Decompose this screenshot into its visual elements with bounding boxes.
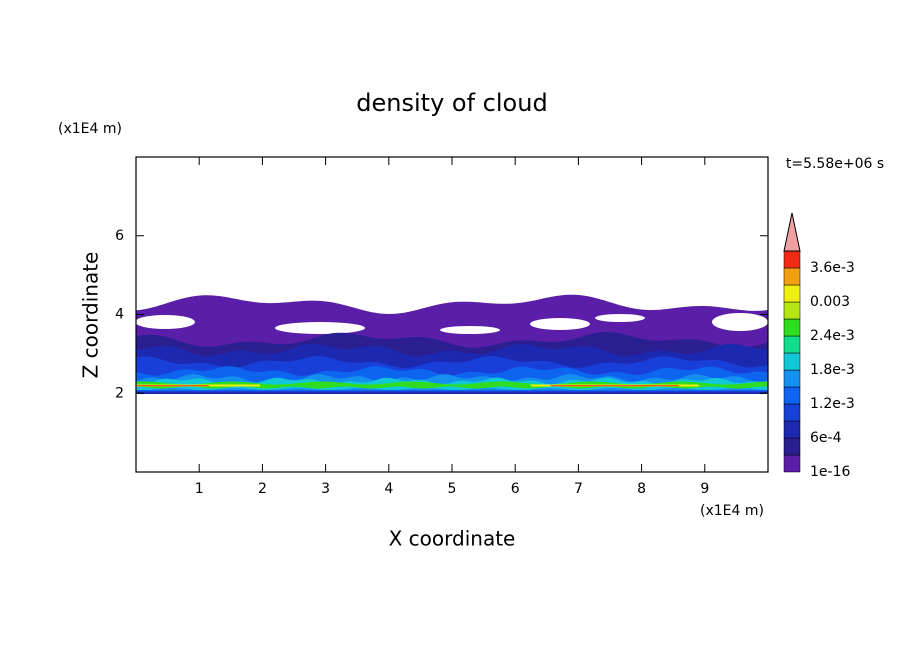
contour-band bbox=[550, 385, 680, 387]
contour-gap bbox=[712, 313, 768, 331]
colorbar-label: 0.003 bbox=[810, 294, 850, 310]
contour-gap bbox=[275, 322, 365, 334]
contour-band bbox=[136, 392, 768, 394]
contour-gap bbox=[440, 326, 500, 334]
colorbar-box bbox=[783, 352, 801, 371]
x-tick-label: 1 bbox=[195, 481, 204, 497]
y-tick-label: 2 bbox=[115, 385, 124, 401]
chart-title: density of cloud bbox=[356, 89, 547, 117]
colorbar-box bbox=[783, 420, 801, 439]
x-tick-label: 2 bbox=[258, 481, 267, 497]
colorbar-box bbox=[783, 437, 801, 456]
colorbar-label: 6e-4 bbox=[810, 430, 842, 446]
colorbar-box bbox=[783, 318, 801, 337]
x-tick-label: 3 bbox=[321, 481, 330, 497]
x-tick-label: 6 bbox=[511, 481, 520, 497]
x-tick-label: 9 bbox=[700, 481, 709, 497]
x-tick-label: 7 bbox=[574, 481, 583, 497]
contour-band bbox=[136, 377, 768, 390]
colorbar-box bbox=[783, 403, 801, 422]
colorbar-label: 3.6e-3 bbox=[810, 260, 855, 276]
contour-band bbox=[136, 385, 210, 387]
colorbar-over bbox=[783, 212, 801, 252]
colorbar-box bbox=[783, 369, 801, 388]
y-tick-label: 6 bbox=[115, 228, 124, 244]
x-tick-label: 5 bbox=[448, 481, 457, 497]
time-label: t=5.58e+06 s bbox=[786, 156, 884, 172]
colorbar-box bbox=[783, 284, 801, 303]
contour-field bbox=[136, 294, 768, 394]
contour-gap bbox=[136, 315, 195, 329]
colorbar-box bbox=[783, 454, 801, 473]
colorbar-box bbox=[783, 301, 801, 320]
x-axis-label: X coordinate bbox=[389, 527, 516, 551]
colorbar-label: 1e-16 bbox=[810, 464, 850, 480]
colorbar-label: 1.8e-3 bbox=[810, 362, 855, 378]
colorbar-box bbox=[783, 267, 801, 286]
contour-gap bbox=[595, 314, 645, 322]
x-unit: (x1E4 m) bbox=[700, 503, 764, 519]
colorbar-box bbox=[783, 335, 801, 354]
contour-gap bbox=[530, 318, 590, 330]
colorbar-box bbox=[783, 386, 801, 405]
x-tick-label: 8 bbox=[637, 481, 646, 497]
x-tick-label: 4 bbox=[384, 481, 393, 497]
y-tick-label: 4 bbox=[115, 307, 124, 323]
colorbar-box bbox=[783, 250, 801, 269]
contour-band bbox=[136, 381, 768, 389]
colorbar-label: 2.4e-3 bbox=[810, 328, 855, 344]
y-axis-label: Z coordinate bbox=[79, 252, 103, 379]
colorbar-label: 1.2e-3 bbox=[810, 396, 855, 412]
y-unit: (x1E4 m) bbox=[58, 121, 122, 137]
